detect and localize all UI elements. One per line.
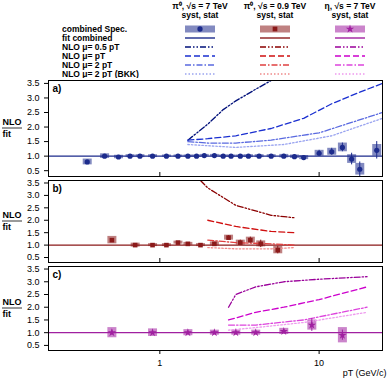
svg-text:1.5: 1.5 — [27, 228, 40, 238]
svg-text:1.5: 1.5 — [27, 315, 40, 325]
svg-text:3.5: 3.5 — [27, 264, 40, 274]
svg-text:0.5: 0.5 — [27, 252, 40, 262]
svg-text:fit: fit — [3, 309, 12, 319]
svg-text:NLO μ= pT: NLO μ= pT — [62, 51, 106, 61]
svg-text:1.0: 1.0 — [27, 328, 40, 338]
svg-text:η, √s = 7 TeV: η, √s = 7 TeV — [324, 1, 376, 11]
svg-text:2.0: 2.0 — [27, 302, 40, 312]
svg-text:pT (GeV/c): pT (GeV/c) — [343, 368, 387, 378]
svg-text:a): a) — [53, 83, 62, 94]
svg-text:0.5: 0.5 — [27, 166, 40, 176]
svg-text:fit combined: fit combined — [62, 33, 113, 43]
svg-text:0.5: 0.5 — [27, 340, 40, 350]
svg-text:2.0: 2.0 — [27, 215, 40, 225]
svg-text:3.0: 3.0 — [27, 277, 40, 287]
svg-text:3.5: 3.5 — [27, 178, 40, 188]
svg-text:3.0: 3.0 — [27, 93, 40, 103]
svg-text:2.5: 2.5 — [27, 289, 40, 299]
svg-text:NLO: NLO — [3, 117, 22, 127]
svg-text:syst, stat: syst, stat — [182, 10, 219, 20]
svg-text:3.5: 3.5 — [27, 78, 40, 88]
svg-text:2.5: 2.5 — [27, 203, 40, 213]
svg-text:π⁰, √s = 0.9 TeV: π⁰, √s = 0.9 TeV — [243, 1, 307, 11]
svg-text:1.0: 1.0 — [27, 240, 40, 250]
svg-text:NLO: NLO — [3, 297, 22, 307]
svg-text:NLO μ= 0.5 pT: NLO μ= 0.5 pT — [62, 42, 120, 52]
svg-text:combined Spec.: combined Spec. — [62, 24, 128, 34]
svg-text:c): c) — [53, 269, 62, 280]
svg-text:1: 1 — [157, 358, 162, 368]
svg-text:1.5: 1.5 — [27, 136, 40, 146]
svg-text:syst, stat: syst, stat — [332, 10, 369, 20]
svg-text:1.0: 1.0 — [27, 151, 40, 161]
svg-text:2.0: 2.0 — [27, 122, 40, 132]
svg-text:fit: fit — [3, 129, 12, 139]
svg-text:10: 10 — [314, 358, 324, 368]
svg-text:NLO: NLO — [3, 210, 22, 220]
svg-text:2.5: 2.5 — [27, 107, 40, 117]
svg-text:3.0: 3.0 — [27, 190, 40, 200]
svg-text:syst, stat: syst, stat — [257, 10, 294, 20]
svg-text:NLO μ= 2 pT (BKK): NLO μ= 2 pT (BKK) — [62, 69, 139, 78]
svg-text:fit: fit — [3, 222, 12, 232]
svg-text:b): b) — [53, 183, 62, 194]
svg-text:π⁰, √s = 7 TeV: π⁰, √s = 7 TeV — [172, 1, 228, 11]
